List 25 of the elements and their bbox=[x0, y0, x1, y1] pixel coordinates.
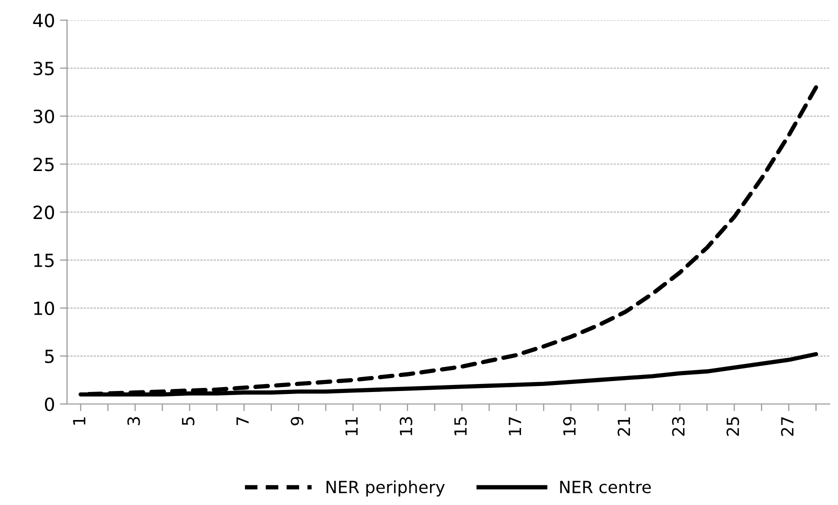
x-tick-label: 23 bbox=[672, 417, 685, 436]
x-tick-label: 25 bbox=[726, 417, 740, 436]
y-tick-label: 35 bbox=[34, 62, 54, 76]
x-tick-label: 27 bbox=[780, 417, 794, 436]
y-tick-label: 40 bbox=[33, 14, 54, 28]
y-tick-label: 10 bbox=[34, 302, 54, 316]
x-tick-label: 13 bbox=[400, 417, 412, 436]
x-tick-label: 9 bbox=[290, 416, 304, 426]
x-tick-label: 15 bbox=[454, 417, 467, 436]
x-tick-label: 5 bbox=[182, 417, 194, 426]
y-tick-label: 25 bbox=[34, 158, 54, 172]
x-tick-label: 21 bbox=[618, 417, 630, 436]
x-tick-label: 19 bbox=[563, 416, 576, 436]
x-tick-label: 11 bbox=[345, 417, 358, 436]
y-tick-label: 5 bbox=[45, 350, 54, 364]
y-tick-label: 30 bbox=[34, 110, 54, 124]
x-tick-label: 1 bbox=[73, 417, 86, 425]
legend-label: NER periphery bbox=[326, 480, 445, 497]
x-tick-label: 7 bbox=[236, 417, 249, 426]
y-tick-label: 20 bbox=[34, 206, 54, 220]
y-tick-label: 15 bbox=[34, 254, 54, 268]
legend-label: NER centre bbox=[560, 480, 651, 494]
x-tick-label: 17 bbox=[508, 417, 522, 436]
y-tick-label: 0 bbox=[44, 397, 54, 412]
x-tick-label: 3 bbox=[127, 417, 140, 426]
